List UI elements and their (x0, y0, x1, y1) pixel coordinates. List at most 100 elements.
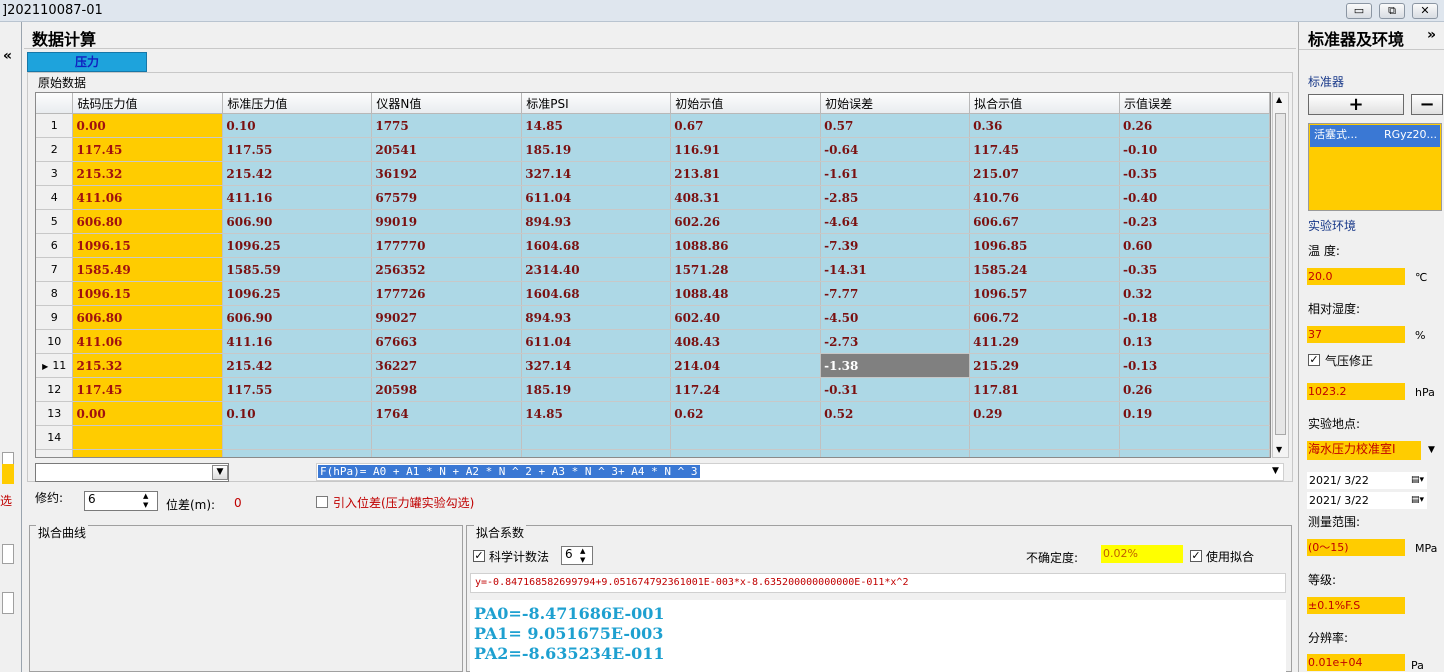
grid-cell[interactable]: 177726 (371, 281, 523, 306)
grid-cell[interactable]: 117.24 (670, 377, 822, 402)
grid-cell[interactable]: 14.85 (521, 113, 672, 138)
grid-cell[interactable]: 99027 (371, 305, 523, 330)
temperature-input[interactable]: 20.0 (1307, 268, 1405, 285)
grid-cell[interactable]: 185.19 (521, 377, 672, 402)
grid-cell[interactable]: 0.13 (1119, 329, 1270, 354)
column-header[interactable]: 仪器N值 (371, 93, 523, 114)
row-number[interactable]: 5 (36, 209, 74, 234)
column-header[interactable]: 砝码压力值 (72, 93, 224, 114)
grid-cell[interactable]: 214.04 (670, 353, 822, 378)
grid-cell[interactable]: 411.16 (222, 329, 373, 354)
stepper-arrows-icon[interactable]: ▲ ▼ (580, 547, 586, 564)
grid-cell[interactable]: 215.07 (969, 161, 1121, 186)
grid-cell[interactable]: 894.93 (521, 305, 672, 330)
table-row[interactable]: ▶ 11 215.32 215.42 36227 327.14 214.04 -1.38 215… (36, 353, 1270, 378)
table-row[interactable]: 3 215.32 215.42 36192 327.14 213.81 -1.61 215.0… (36, 161, 1270, 186)
grid-cell[interactable]: 213.81 (670, 161, 822, 186)
grid-cell[interactable]: 117.55 (222, 377, 373, 402)
grid-cell[interactable]: 0.62 (670, 401, 822, 426)
column-header[interactable]: 标准PSI (521, 93, 672, 114)
grid-cell[interactable]: 0.26 (1119, 113, 1270, 138)
close-button[interactable]: ✕ (1412, 3, 1438, 19)
grid-cell[interactable]: 1088.86 (670, 233, 822, 258)
grid-cell[interactable]: 14.85 (521, 401, 672, 426)
grid-cell[interactable]: 0.00 (72, 113, 224, 138)
start-date-picker[interactable]: 2021/ 3/22 ▤▾ (1307, 472, 1427, 489)
remove-standard-button[interactable]: − (1411, 94, 1443, 115)
grid-cell[interactable]: -0.18 (1119, 305, 1270, 330)
row-number[interactable]: 13 (36, 401, 74, 426)
grid-cell[interactable] (72, 425, 224, 450)
grid-cell[interactable]: -2.85 (820, 185, 971, 210)
grid-cell[interactable]: 0.19 (1119, 401, 1270, 426)
table-row[interactable]: 10 411.06 411.16 67663 611.04 408.43 -2.73 411.… (36, 329, 1270, 354)
grid-cell[interactable]: 117.45 (72, 137, 224, 162)
grid-cell[interactable]: 116.91 (670, 137, 822, 162)
column-header[interactable]: 初始误差 (820, 93, 971, 114)
grid-cell[interactable]: 67579 (371, 185, 523, 210)
grid-cell[interactable] (670, 449, 822, 457)
grid-cell[interactable] (820, 425, 971, 450)
table-row[interactable]: 2 117.45 117.55 20541 185.19 116.91 -0.64 117.4… (36, 137, 1270, 162)
row-number[interactable]: 9 (36, 305, 74, 330)
left-field[interactable] (2, 544, 14, 564)
grid-cell[interactable] (1119, 425, 1270, 450)
table-row[interactable]: 13 0.00 0.10 1764 14.85 0.62 0.52 0.29 0.19 (36, 401, 1270, 426)
grid-cell[interactable]: -0.35 (1119, 257, 1270, 282)
grid-cell[interactable]: -0.23 (1119, 209, 1270, 234)
grid-cell[interactable]: 0.52 (820, 401, 971, 426)
raw-data-grid[interactable]: 砝码压力值 标准压力值 仪器N值 标准PSI 初始示值 初始误差 拟合示值 示值误差 1 0.0… (35, 92, 1271, 458)
grid-cell[interactable]: 1096.25 (222, 233, 373, 258)
grid-cell[interactable] (72, 449, 224, 457)
grid-cell[interactable]: 67663 (371, 329, 523, 354)
grid-cell[interactable]: 611.04 (521, 185, 672, 210)
grid-cell[interactable]: 606.90 (222, 209, 373, 234)
grid-cell[interactable]: 0.36 (969, 113, 1121, 138)
left-dropdown[interactable] (2, 592, 14, 614)
calendar-icon[interactable]: ▤▾ (1411, 475, 1425, 485)
grid-cell[interactable] (371, 425, 523, 450)
scrollbar-thumb[interactable] (1275, 113, 1286, 435)
end-date-picker[interactable]: 2021/ 3/22 ▤▾ (1307, 492, 1427, 509)
grid-cell[interactable]: -1.61 (820, 161, 971, 186)
row-number[interactable]: 12 (36, 377, 74, 402)
location-select[interactable]: 海水压力校准室Ⅰ (1307, 441, 1421, 460)
grid-cell[interactable] (670, 425, 822, 450)
grid-cell[interactable]: 0.32 (1119, 281, 1270, 306)
scroll-down-icon[interactable]: ▼ (1276, 445, 1283, 454)
grid-cell[interactable] (1119, 449, 1270, 457)
grid-cell[interactable]: -4.64 (820, 209, 971, 234)
tab-pressure[interactable]: 压力 (27, 52, 147, 72)
grid-cell[interactable]: 606.80 (72, 209, 224, 234)
grid-cell[interactable]: -0.40 (1119, 185, 1270, 210)
chevron-down-icon[interactable]: ▼ (1272, 466, 1279, 476)
scroll-up-icon[interactable]: ▲ (1276, 95, 1283, 104)
row-number[interactable]: 3 (36, 161, 74, 186)
row-number[interactable]: 14 (36, 425, 74, 450)
grid-cell[interactable]: 1096.57 (969, 281, 1121, 306)
table-row[interactable]: 7 1585.49 1585.59 256352 2314.40 1571.28 -14.3… (36, 257, 1270, 282)
grid-cell[interactable]: 0.10 (222, 113, 373, 138)
minimize-button[interactable]: ▭ (1346, 3, 1372, 19)
row-number[interactable]: 7 (36, 257, 74, 282)
table-row[interactable]: 4 411.06 411.16 67579 611.04 408.31 -2.85 410.7… (36, 185, 1270, 210)
grid-cell[interactable]: 410.76 (969, 185, 1121, 210)
grid-cell[interactable]: 606.90 (222, 305, 373, 330)
grid-cell[interactable]: 0.57 (820, 113, 971, 138)
column-header[interactable]: 拟合示值 (969, 93, 1121, 114)
grid-cell[interactable]: -0.64 (820, 137, 971, 162)
grid-cell[interactable]: 1585.49 (72, 257, 224, 282)
grid-cell[interactable]: 611.04 (521, 329, 672, 354)
grid-cell[interactable]: -7.39 (820, 233, 971, 258)
row-number[interactable]: 4 (36, 185, 74, 210)
fit-equation-field[interactable]: y=-0.847168582699794+9.051674792361001E-… (470, 573, 1286, 593)
grid-cell[interactable]: 215.42 (222, 353, 373, 378)
column-header[interactable]: 示值误差 (1119, 93, 1270, 114)
grid-cell[interactable] (521, 425, 672, 450)
sci-notation-checkbox[interactable]: ✓ (473, 549, 485, 562)
grid-cell[interactable]: 117.81 (969, 377, 1121, 402)
sci-digits-stepper[interactable]: 6 ▲ ▼ (561, 546, 593, 565)
grid-cell[interactable]: -14.31 (820, 257, 971, 282)
grid-cell[interactable]: 0.10 (222, 401, 373, 426)
grid-cell[interactable]: -0.35 (1119, 161, 1270, 186)
